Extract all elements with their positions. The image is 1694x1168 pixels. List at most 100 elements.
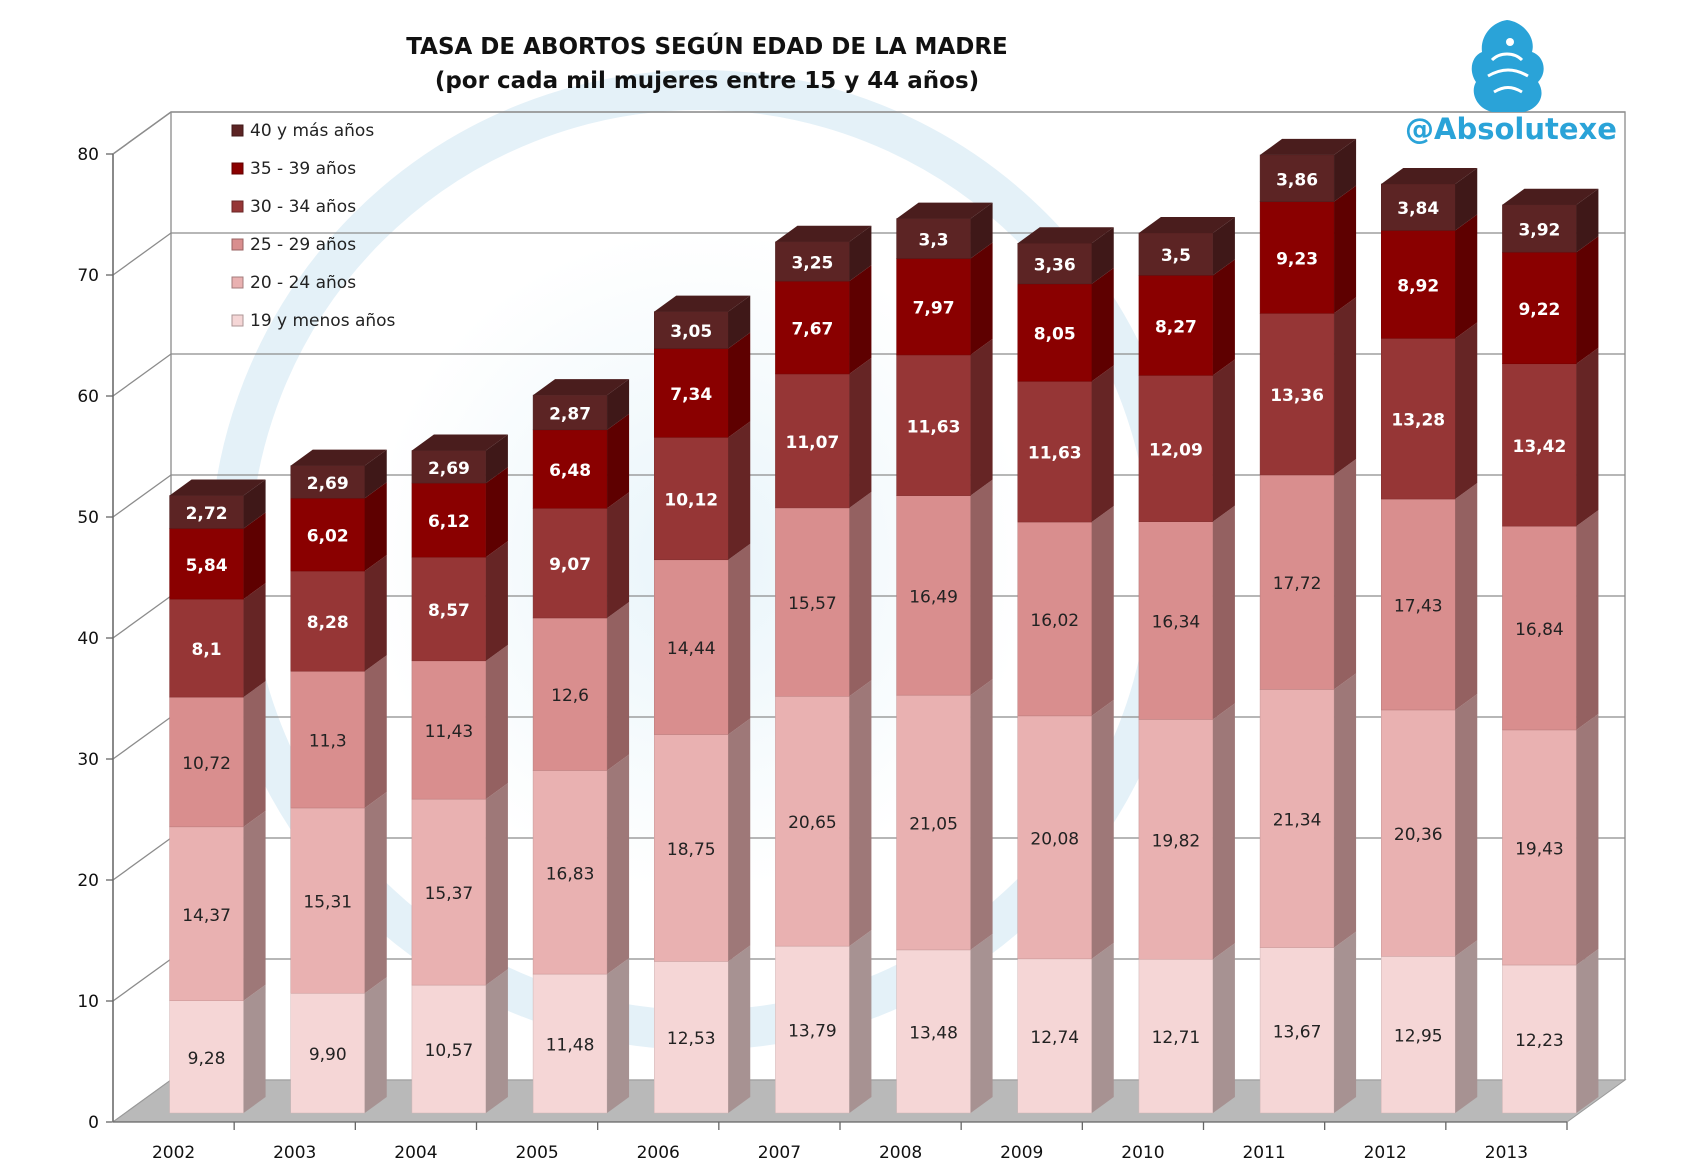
data-label: 16,34 <box>1152 613 1201 633</box>
bar-segment <box>290 465 365 499</box>
data-label: 5,84 <box>186 556 228 576</box>
bar-segment-side <box>1455 322 1478 500</box>
bar-segment-side <box>1455 693 1478 957</box>
bar-stack-2003: 9,90 15,31 11,3 8,28 6,02 2,69 <box>290 449 387 1114</box>
x-tick-label: 2004 <box>394 1143 437 1163</box>
data-label: 9,07 <box>549 555 591 575</box>
bar-segment <box>654 734 729 962</box>
bar-segment <box>532 617 608 771</box>
data-label: 16,49 <box>909 587 958 607</box>
bar-segment-side <box>849 265 872 374</box>
legend: 40 y más años 35 - 39 años 30 - 34 años 25 … <box>231 121 396 331</box>
data-label: 6,02 <box>307 527 349 547</box>
data-label: 9,22 <box>1518 300 1560 320</box>
bar-segment-side <box>1334 673 1357 948</box>
bar-segment-side <box>1576 236 1599 364</box>
bar-segment <box>1381 956 1456 1114</box>
bar-segment <box>775 507 850 697</box>
y-tick-label: 70 <box>77 266 99 286</box>
bar-segment <box>290 807 365 994</box>
data-label: 8,92 <box>1397 276 1439 296</box>
bar-segment-side <box>243 512 266 600</box>
legend-swatch <box>231 276 244 289</box>
x-tick-label: 2011 <box>1242 1143 1285 1163</box>
bar-segment <box>1502 729 1577 966</box>
bar-segment <box>532 394 608 431</box>
bar-segment <box>775 241 850 282</box>
y-tick-label: 50 <box>77 508 99 528</box>
data-label: 2,87 <box>549 404 591 424</box>
bar-stack-2004: 10,57 15,37 11,43 8,57 6,12 2,69 <box>411 434 508 1114</box>
y-axis: 0 10 20 30 40 50 60 70 80 <box>77 145 114 1133</box>
bar-segment <box>411 798 487 986</box>
bar-segment-side <box>728 718 751 962</box>
bar-segment-side <box>1091 267 1114 382</box>
bar-segment-side <box>607 492 630 618</box>
bar-segment <box>1259 689 1335 948</box>
bar-segment <box>290 497 365 572</box>
data-label: 7,97 <box>913 299 955 319</box>
x-tick-label: 2008 <box>879 1143 922 1163</box>
data-label: 12,53 <box>667 1029 716 1049</box>
bar-top <box>896 202 993 219</box>
data-label: 12,95 <box>1394 1027 1443 1047</box>
bar-segment-side <box>970 242 993 355</box>
data-label: 10,72 <box>182 754 231 774</box>
bars: 9,28 14,37 10,72 8,1 5,84 2,72 9,90 15,31 11,3 8,… <box>169 138 1599 1114</box>
data-label: 3,92 <box>1518 220 1560 240</box>
bar-segment <box>1017 715 1092 960</box>
bar-segment-side <box>1576 347 1599 527</box>
data-label: 9,90 <box>309 1045 347 1065</box>
x-tick-label: 2009 <box>1000 1143 1043 1163</box>
data-label: 8,28 <box>307 613 349 633</box>
legend-label: 40 y más años <box>250 121 374 141</box>
data-label: 11,43 <box>425 722 474 742</box>
bar-segment-side <box>1212 216 1235 276</box>
bar-segment-side <box>243 681 266 827</box>
bar-segment <box>1502 363 1577 527</box>
bar-stack-2002: 9,28 14,37 10,72 8,1 5,84 2,72 <box>169 479 266 1114</box>
data-label: 8,05 <box>1034 325 1076 345</box>
bar-segment <box>1502 964 1577 1114</box>
y-tick-label: 30 <box>77 750 99 770</box>
bar-segment-side <box>243 479 266 529</box>
data-label: 19,82 <box>1152 831 1201 851</box>
bar-segment-side <box>364 791 387 994</box>
data-label: 3,86 <box>1276 170 1318 190</box>
bar-segment-side <box>728 945 751 1113</box>
bar-segment <box>1381 338 1456 500</box>
bar-segment <box>896 258 971 356</box>
x-tick-label: 2002 <box>152 1143 195 1163</box>
data-label: 8,57 <box>428 601 470 621</box>
data-label: 20,08 <box>1030 829 1079 849</box>
bar-segment-side <box>607 958 630 1113</box>
bar-segment-side <box>970 338 993 496</box>
x-tick-label: 2003 <box>273 1143 316 1163</box>
bar-segment <box>1381 230 1456 339</box>
legend-item: 20 - 24 años <box>231 273 356 293</box>
bar-stack-2009: 12,74 20,08 16,02 11,63 8,05 3,36 <box>1017 227 1114 1114</box>
bar-segment-side <box>1212 359 1235 522</box>
bar-segment-side <box>1212 943 1235 1113</box>
legend-label: 30 - 34 años <box>250 197 356 217</box>
data-label: 15,37 <box>425 884 474 904</box>
data-label: 13,48 <box>909 1023 958 1043</box>
bar-segment-side <box>849 680 872 947</box>
data-label: 12,6 <box>551 686 589 706</box>
data-label: 3,36 <box>1034 256 1076 276</box>
bar-segment <box>1259 201 1335 314</box>
bar-segment-side <box>364 449 387 499</box>
bar-segment-side <box>1091 227 1114 284</box>
bar-segment-side <box>364 655 387 808</box>
bar-top <box>654 295 751 312</box>
bar-segment <box>532 973 608 1114</box>
bar-segment-side <box>1334 297 1357 475</box>
bar-segment-side <box>1212 505 1235 720</box>
bar-segment <box>1381 709 1456 957</box>
bar-segment <box>775 373 850 509</box>
data-label: 18,75 <box>667 840 716 860</box>
bar-segment-side <box>1334 458 1357 690</box>
y-tick-label: 10 <box>77 992 99 1012</box>
bar-segment-side <box>1455 214 1478 339</box>
